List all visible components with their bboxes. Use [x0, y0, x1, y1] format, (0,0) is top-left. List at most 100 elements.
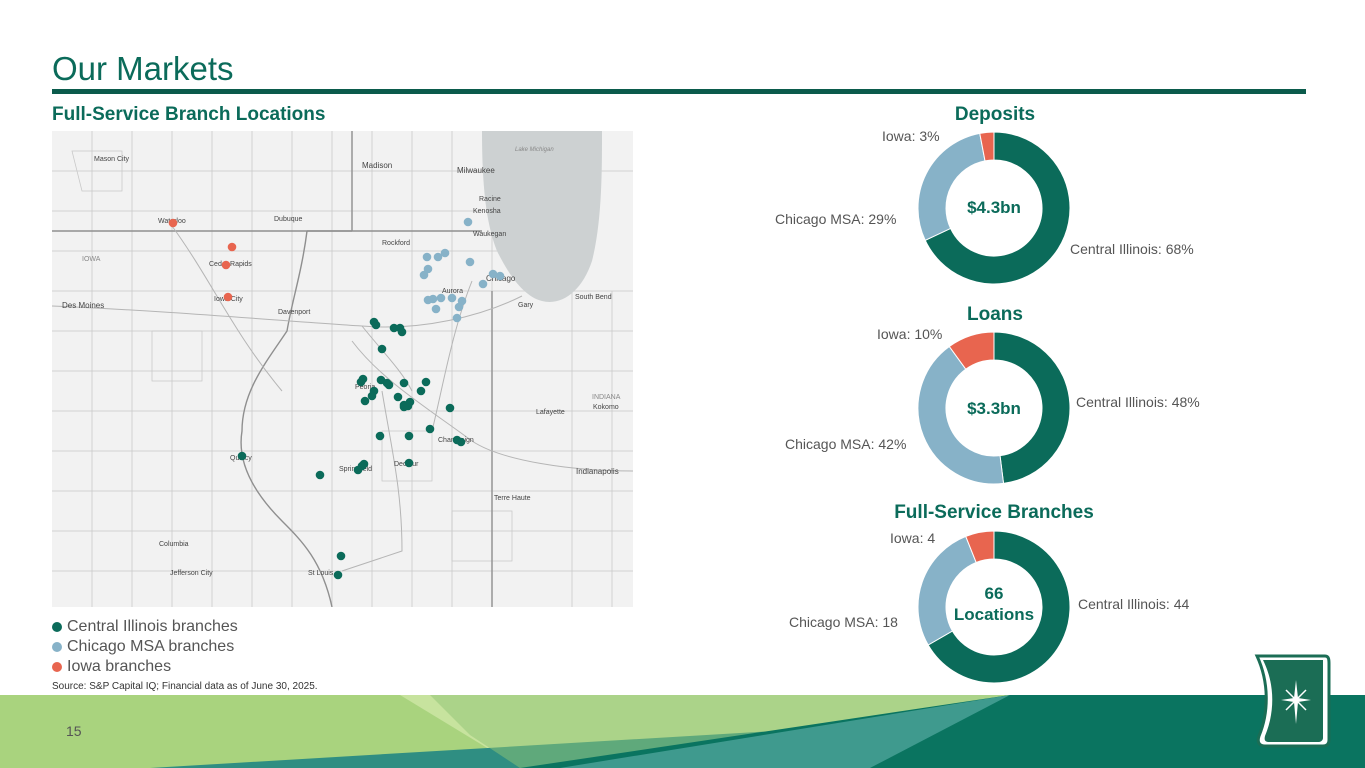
branch-marker	[315, 470, 325, 480]
bank-logo	[1254, 654, 1331, 748]
map-label: Rockford	[382, 240, 410, 247]
branch-marker	[227, 242, 237, 252]
deposits-label-iowa: Iowa: 3%	[882, 128, 940, 144]
branch-marker	[404, 431, 414, 441]
map-label: Aurora	[442, 288, 463, 295]
branches-label-iowa: Iowa: 4	[890, 530, 936, 546]
legend-label: Chicago MSA branches	[67, 638, 235, 655]
branch-marker	[419, 270, 429, 280]
deposits-donut-chart	[917, 131, 1071, 285]
branches-label-central-illinois: Central Illinois: 44	[1078, 596, 1190, 612]
map-label: Indianapolis	[576, 467, 619, 476]
map-label: Jefferson City	[170, 570, 213, 577]
donut-slice-chicago-msa	[917, 132, 986, 242]
map-label: Gary	[518, 302, 534, 309]
branch-marker	[371, 320, 381, 330]
legend-swatch	[52, 622, 62, 632]
legend-label: Central Illinois branches	[67, 618, 238, 635]
branch-marker	[463, 217, 473, 227]
map-label: Lake Michigan	[515, 147, 554, 153]
map-title: Full-Service Branch Locations	[52, 104, 326, 125]
branch-marker	[336, 551, 346, 561]
branch-marker	[416, 386, 426, 396]
map-label: Columbia	[159, 541, 189, 548]
branch-marker	[425, 424, 435, 434]
donut-slice-central-illinois	[927, 530, 1071, 684]
branches-donut-chart	[917, 530, 1071, 684]
lake-michigan-shape	[482, 131, 602, 302]
branch-marker	[389, 323, 399, 333]
branch-marker	[399, 402, 409, 412]
branch-marker	[393, 392, 403, 402]
branches-label-chicago-msa: Chicago MSA: 18	[789, 614, 898, 630]
map-label: Lafayette	[536, 409, 565, 416]
branch-marker	[423, 295, 433, 305]
loans-label-central-illinois: Central Illinois: 48%	[1076, 394, 1200, 410]
branch-marker	[382, 378, 392, 388]
branch-marker	[431, 304, 441, 314]
donut-slice-chicago-msa	[917, 345, 1005, 485]
branch-marker	[223, 292, 233, 302]
branches-total-number: 66	[984, 584, 1004, 603]
branch-marker	[237, 451, 247, 461]
branch-marker	[436, 293, 446, 303]
branch-marker	[433, 252, 443, 262]
branch-marker	[221, 260, 231, 270]
legend-item-iowa: Iowa branches	[52, 657, 238, 677]
branch-marker	[168, 218, 178, 228]
map-label: St Louis	[308, 570, 334, 577]
branch-marker	[404, 458, 414, 468]
branch-markers	[168, 217, 505, 580]
map-label: IOWA	[82, 256, 101, 263]
loans-label-chicago-msa: Chicago MSA: 42%	[785, 436, 907, 452]
donut-slice-iowa	[965, 530, 995, 564]
donut-slice-iowa	[979, 131, 995, 162]
loans-donut-chart	[917, 331, 1071, 485]
title-divider	[52, 89, 1306, 94]
branch-marker	[456, 437, 466, 447]
deposits-label-chicago-msa: Chicago MSA: 29%	[775, 211, 897, 227]
map-legend: Central Illinois branches Chicago MSA br…	[52, 617, 238, 677]
branch-marker	[495, 271, 505, 281]
map-label: Racine	[479, 196, 501, 203]
branch-marker	[356, 377, 366, 387]
map-label: Davenport	[278, 309, 310, 316]
branch-marker	[399, 378, 409, 388]
legend-swatch	[52, 662, 62, 672]
branches-total-unit: Locations	[953, 605, 1035, 624]
branch-marker	[359, 459, 369, 469]
branch-marker	[353, 465, 363, 475]
map-label: INDIANA	[592, 394, 621, 401]
branch-marker	[375, 431, 385, 441]
map-label: Peoria	[355, 384, 375, 391]
branch-marker	[465, 257, 475, 267]
branches-total: 66 Locations	[944, 583, 1044, 625]
map-label: Kenosha	[473, 208, 501, 215]
branch-map: Mason City Madison Milwaukee Lake Michig…	[52, 131, 633, 607]
map-label: Des Moines	[62, 301, 104, 310]
branch-marker	[447, 293, 457, 303]
source-note: Source: S&P Capital IQ; Financial data a…	[52, 681, 318, 692]
page-number: 15	[66, 723, 82, 739]
map-label: Milwaukee	[457, 166, 495, 175]
branch-marker	[367, 391, 377, 401]
branch-marker	[421, 377, 431, 387]
legend-item-chicago-msa: Chicago MSA branches	[52, 637, 238, 657]
map-label: Madison	[362, 161, 392, 170]
map-label: Kokomo	[593, 404, 619, 411]
branch-marker	[422, 252, 432, 262]
branch-marker	[454, 302, 464, 312]
legend-label: Iowa branches	[67, 658, 172, 675]
legend-item-central-illinois: Central Illinois branches	[52, 617, 238, 637]
legend-swatch	[52, 642, 62, 652]
loans-total: $3.3bn	[967, 399, 1021, 418]
donut-slice-iowa	[948, 331, 995, 370]
branch-marker	[360, 396, 370, 406]
map-label: South Bend	[575, 294, 612, 301]
branch-marker	[440, 248, 450, 258]
branch-marker	[488, 269, 498, 279]
map-label: Cedar Rapids	[209, 261, 252, 268]
deposits-label-central-illinois: Central Illinois: 68%	[1070, 241, 1194, 257]
branch-marker	[478, 279, 488, 289]
page-title: Our Markets	[52, 50, 234, 87]
